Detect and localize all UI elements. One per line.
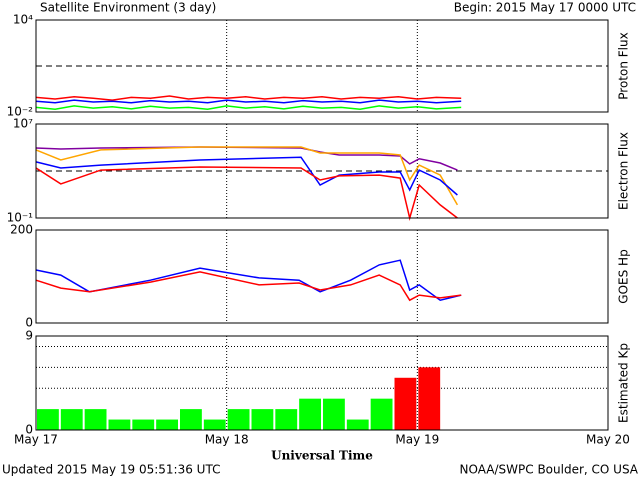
y-tick-label: 10⁷	[13, 117, 33, 131]
plot-frame	[35, 229, 609, 324]
y-tick-label: 10⁻¹	[7, 211, 34, 225]
plot-frame	[35, 123, 609, 219]
bar	[37, 409, 59, 430]
bar	[84, 409, 107, 430]
x-tick-label: May 20	[586, 433, 630, 447]
x-tick-label: May 19	[395, 433, 439, 447]
bar	[275, 409, 298, 430]
bar	[418, 367, 441, 430]
y-tick-label: 200	[10, 223, 33, 237]
credit: NOAA/SWPC Boulder, CO USA	[460, 463, 639, 477]
plot-frame	[35, 335, 609, 431]
chart-title: Satellite Environment (3 day)	[40, 1, 216, 15]
bar	[132, 419, 155, 430]
bar	[203, 419, 226, 430]
y-tick-label: 0	[25, 316, 33, 330]
bar	[346, 419, 369, 430]
y-axis-title: Electron Flux	[617, 132, 631, 210]
updated-time: Updated 2015 May 19 05:51:36 UTC	[2, 463, 220, 477]
bar	[394, 377, 417, 430]
data-line	[35, 146, 458, 171]
y-axis-title: Estimated Kp	[617, 343, 631, 423]
bar	[60, 409, 83, 430]
begin-time: Begin: 2015 May 17 0000 UTC	[454, 1, 636, 15]
data-line	[35, 99, 462, 104]
plot-frame	[35, 19, 609, 113]
x-tick-label: May 18	[205, 433, 249, 447]
data-line	[35, 166, 458, 221]
data-line	[35, 95, 462, 101]
data-line	[35, 146, 459, 206]
bar	[180, 409, 202, 430]
y-tick-label: 10⁴	[13, 13, 33, 27]
bar	[156, 419, 178, 430]
x-axis-title: Universal Time	[271, 449, 373, 463]
y-axis-title: GOES Hp	[617, 249, 631, 303]
data-line	[35, 271, 462, 302]
bar	[251, 409, 274, 430]
bar	[323, 398, 345, 430]
data-line	[35, 156, 458, 196]
y-tick-label: 10⁻²	[7, 105, 34, 119]
y-axis-title: Proton Flux	[617, 32, 631, 99]
x-tick-label: May 17	[14, 433, 58, 447]
bar	[299, 398, 321, 430]
bar	[370, 398, 393, 430]
y-tick-label: 9	[25, 329, 33, 343]
data-line	[35, 105, 462, 111]
bar	[108, 419, 131, 430]
y-tick-label: 0	[25, 423, 33, 437]
bar	[227, 409, 250, 430]
